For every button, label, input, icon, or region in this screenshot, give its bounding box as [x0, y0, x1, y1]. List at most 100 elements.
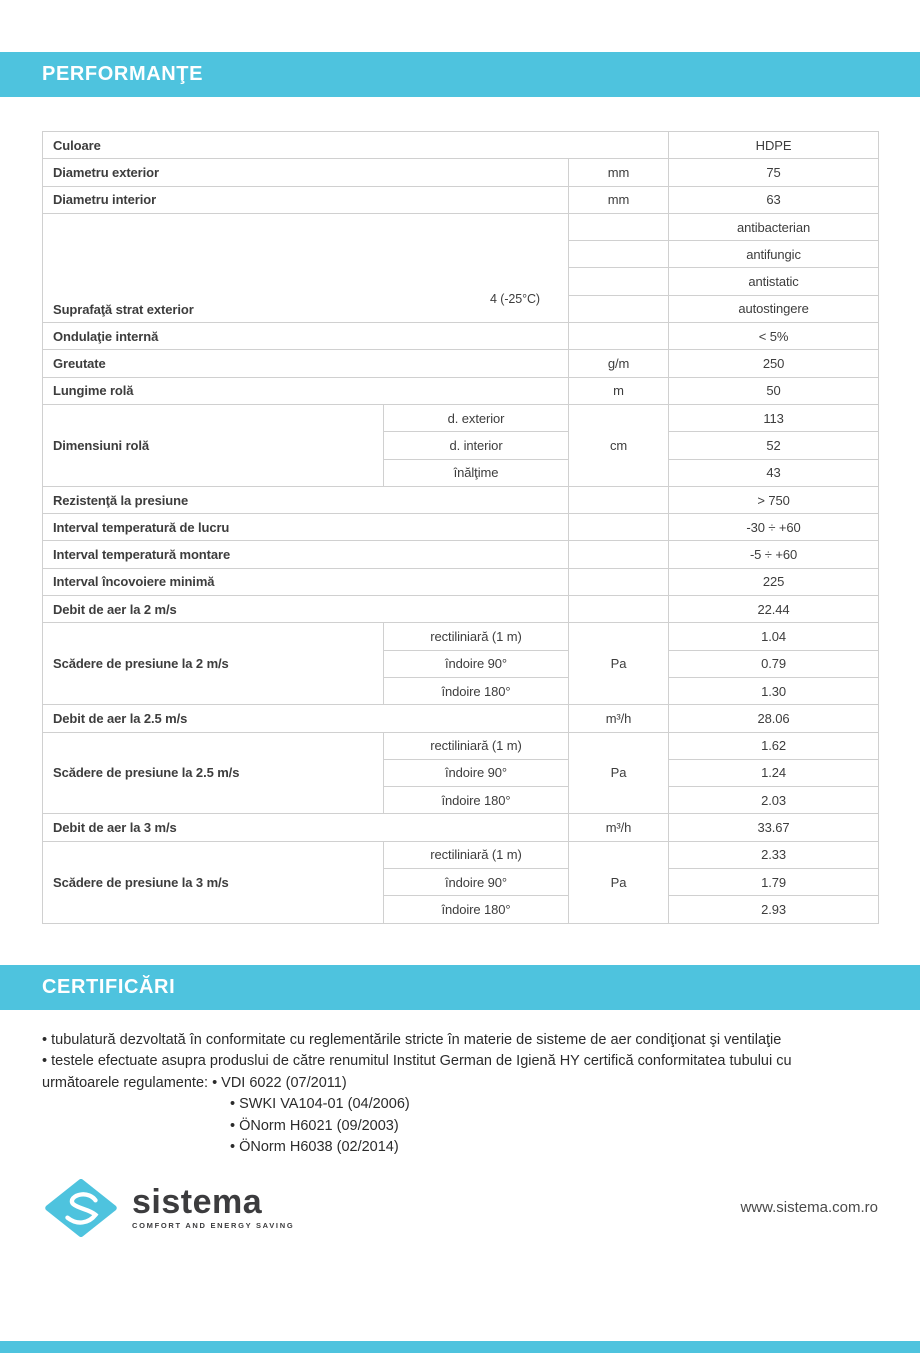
spec-unit-cell: mm	[567, 185, 670, 214]
spec-value-cell: 22.44	[668, 595, 880, 624]
spec-label-cell: Dimensiuni rolă	[42, 403, 384, 487]
spec-unit-cell: cm	[567, 403, 670, 487]
spec-label-cell: Interval temperatură montare	[42, 540, 569, 569]
spec-label: Interval temperatură montare	[53, 547, 231, 563]
table-row: Debit de aer la 3 m/s m³/h 33.67	[42, 813, 880, 842]
spec-unit-cell	[567, 294, 670, 324]
spec-table: Culoare HDPE Diametru exterior mm 75 Diametru…	[41, 130, 880, 924]
spec-value-cell: 2.93	[668, 895, 880, 924]
spec-unit-cell	[567, 267, 670, 296]
spec-value-cell: 1.62	[668, 731, 880, 760]
spec-value-cell: autostingere	[668, 294, 880, 324]
table-row: Culoare HDPE	[41, 130, 880, 160]
spec-label: Ondulaţie internă	[53, 328, 159, 344]
table-row: Diametru interior mm 63	[42, 185, 880, 214]
spec-unit-cell	[567, 322, 670, 351]
certificari-line: următoarele regulamente: • VDI 6022 (07/…	[42, 1074, 347, 1091]
table-row: Scădere de presiune la 2 m/s rectiliniară…	[42, 622, 880, 706]
spec-sublabel-cell: îndoire 90°	[383, 868, 569, 897]
spec-label: Culoare	[53, 137, 101, 153]
table-row: autostingere	[43, 294, 880, 324]
spec-value-cell: 52	[668, 431, 880, 460]
spec-value-cell: HDPE	[668, 130, 880, 160]
table-row: Greutate g/m 250	[42, 349, 880, 378]
spec-sublabel-cell: rectiliniară (1 m)	[383, 622, 569, 651]
spec-label: Diametru interior	[53, 192, 157, 208]
spec-label: Scădere de presiune la 2 m/s	[53, 656, 229, 672]
spec-label-cell: Ondulaţie internă	[42, 322, 569, 351]
spec-sublabel-cell: înălţime	[383, 458, 569, 487]
spec-label: Interval temperatură de lucru	[53, 519, 230, 535]
spec-value-cell: 1.24	[668, 758, 880, 788]
table-row: îndoire 90° 1.24	[43, 758, 880, 788]
spec-unit-cell: m	[567, 376, 670, 405]
table-row: Debit de aer la 2.5 m/s m³/h 28.06	[42, 704, 880, 733]
logo-text: sistema COMFORT AND ENERGY SAVING	[132, 1185, 294, 1230]
spec-unit-cell	[567, 595, 670, 624]
table-row: Ondulaţie internă < 5%	[42, 322, 880, 351]
spec-unit-cell: Pa	[567, 731, 670, 815]
table-row: îndoire 180° 2.93	[43, 895, 880, 924]
table-row: Interval temperatură de lucru -30 ÷ +60	[42, 513, 880, 542]
spec-unit-cell	[567, 485, 670, 515]
spec-value-cell: 28.06	[668, 704, 880, 733]
spec-value-cell: > 750	[668, 485, 880, 515]
spec-label: Debit de aer la 2.5 m/s	[53, 710, 188, 726]
performante-title: PERFORMANŢE	[42, 63, 204, 85]
spec-value-cell: 0.79	[668, 649, 880, 678]
spec-value-cell: -30 ÷ +60	[668, 513, 880, 542]
spec-label: Greutate	[53, 356, 106, 372]
spec-sublabel-cell: d. exterior	[383, 403, 569, 433]
spec-value-cell: antifungic	[668, 240, 880, 269]
spec-unit-cell: m³/h	[567, 704, 670, 733]
spec-label-cell: Diametru interior	[42, 185, 569, 214]
sistema-diamond-icon	[45, 1178, 117, 1237]
table-row: îndoire 90° 0.79	[43, 649, 880, 678]
spec-sublabel-cell: d. interior	[383, 431, 569, 460]
spec-label: Lungime rolă	[53, 383, 134, 399]
performante-section-band: PERFORMANŢE	[0, 52, 920, 97]
table-row: antifungic	[43, 240, 880, 269]
spec-value-cell: < 5%	[668, 322, 880, 351]
sistema-logo: sistema COMFORT AND ENERGY SAVING	[44, 1178, 294, 1237]
spec-label-cell: Scădere de presiune la 2.5 m/s	[42, 731, 384, 815]
table-row: Interval temperatură montare -5 ÷ +60	[42, 540, 880, 569]
spec-label: Diametru exterior	[53, 164, 159, 180]
table-row: Scădere de presiune la 2.5 m/s rectilinia…	[42, 731, 880, 815]
spec-label-cell: Debit de aer la 3 m/s	[42, 813, 569, 842]
spec-label: Debit de aer la 3 m/s	[53, 820, 177, 836]
spec-value-cell: antibacterian	[668, 212, 880, 242]
table-row: îndoire 90° 1.79	[43, 868, 880, 897]
spec-label-cell: Debit de aer la 2.5 m/s	[42, 704, 569, 733]
spec-value-cell: 75	[668, 158, 880, 187]
spec-value-cell: 225	[668, 567, 880, 597]
certificari-section-band: CERTIFICĂRI	[0, 964, 920, 1010]
spec-sublabel-cell: rectiliniară (1 m)	[383, 731, 569, 760]
spec-label: Debit de aer la 2 m/s	[53, 601, 177, 617]
spec-label-cell: Interval încovoiere minimă	[42, 567, 569, 597]
spec-sublabel-cell: îndoire 180°	[383, 895, 569, 924]
table-row: înălţime 43	[43, 458, 880, 487]
spec-sublabel-cell: rectiliniară (1 m)	[383, 840, 569, 870]
spec-unit-cell: Pa	[567, 622, 670, 706]
certificari-text-block: • tubulatură dezvoltată în conformitate …	[42, 1030, 878, 1159]
spec-label-cell: Diametru exterior	[42, 158, 569, 187]
certificari-line: • ÖNorm H6038 (02/2014)	[230, 1139, 399, 1156]
table-row: Dimensiuni rolă d. exterior cm 113	[42, 403, 880, 487]
spec-label-cell: Scădere de presiune la 2 m/s	[42, 622, 384, 706]
spec-unit-cell	[567, 513, 670, 542]
spec-sublabel-cell: îndoire 180°	[383, 786, 569, 815]
certificari-line: • SWKI VA104-01 (04/2006)	[230, 1096, 410, 1113]
spec-sublabel-cell: îndoire 180°	[383, 676, 569, 706]
website-link[interactable]: www.sistema.com.ro	[740, 1199, 878, 1217]
page-footer: sistema COMFORT AND ENERGY SAVING www.si…	[44, 1178, 878, 1237]
spec-label-cell: Greutate	[42, 349, 569, 378]
spec-value-cell: 33.67	[668, 813, 880, 842]
spec-value-cell: 43	[668, 458, 880, 487]
certificari-line: • testele efectuate asupra produslui de …	[42, 1053, 792, 1070]
spec-label: Rezistenţă la presiune	[53, 492, 189, 508]
spec-unit-cell	[567, 212, 670, 242]
spec-value-cell: 1.04	[668, 622, 880, 651]
spec-label: Interval încovoiere minimă	[53, 574, 215, 590]
spec-unit-cell	[567, 567, 670, 597]
